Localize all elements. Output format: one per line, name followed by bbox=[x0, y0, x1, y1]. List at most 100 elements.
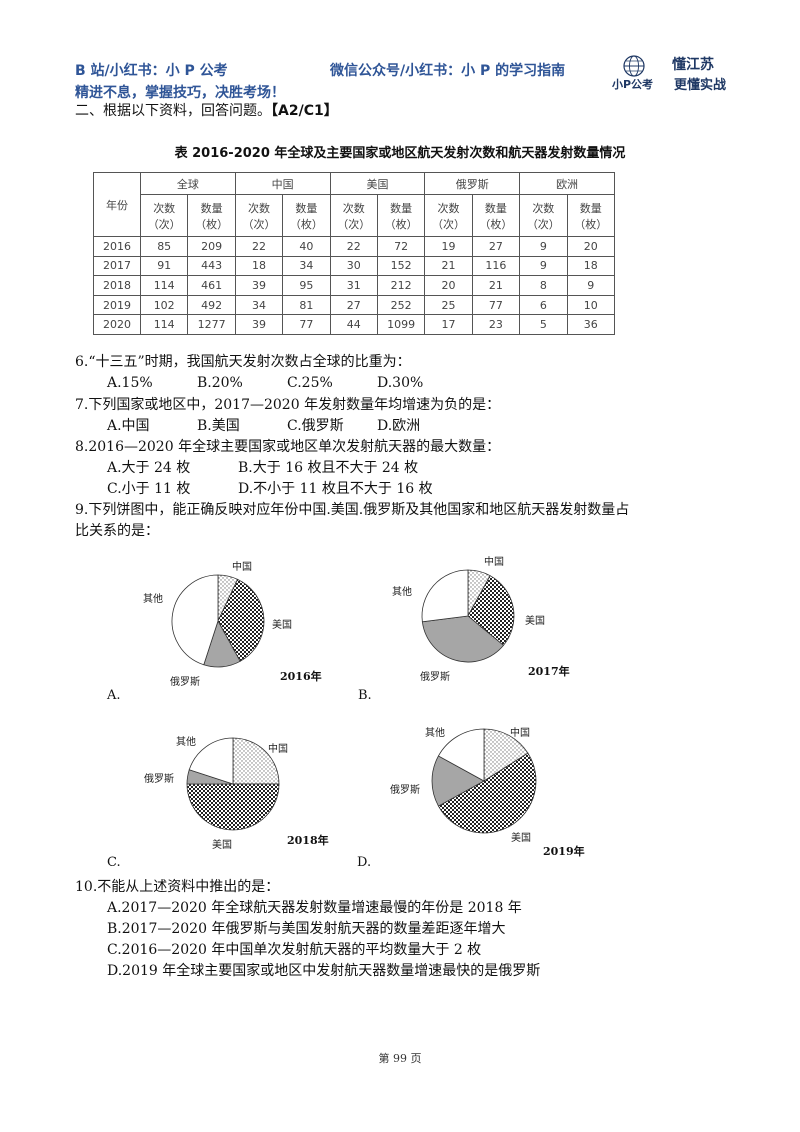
pie-slice-other bbox=[437, 728, 485, 782]
sub-header: 数量 （枚） bbox=[471, 194, 521, 237]
sub-header-unit: （次） bbox=[242, 217, 276, 231]
launch-table: 年份 全球 中国 美国 俄罗斯 欧洲 次数 （次） 数量 （枚） 次数 （次） 数量 （枚） 次数 （次） 数量… bbox=[93, 172, 616, 335]
page-number: 第 99 页 bbox=[378, 1052, 422, 1065]
table-cell: 1099 bbox=[376, 314, 426, 335]
table-cell: 30 bbox=[329, 255, 378, 277]
question-9-line2: 比关系的是： bbox=[75, 523, 159, 539]
q8-option-b[interactable]: B.大于 16 枚且不大于 24 枚 bbox=[238, 460, 419, 476]
q7-option-b[interactable]: B.美国 bbox=[197, 418, 240, 434]
q10-option-a[interactable]: A.2017—2020 年全球航天器发射数量增速最慢的年份是 2018 年 bbox=[107, 900, 522, 916]
question-7-options: A.中国 B.美国 C.俄罗斯 D.欧洲 bbox=[107, 416, 467, 436]
question-6: 6.“十三五”时期，我国航天发射次数占全球的比重为： bbox=[75, 354, 411, 370]
table-cell: 72 bbox=[376, 236, 426, 257]
question-6-options: A.15% B.20% C.25% D.30% bbox=[107, 373, 467, 393]
pie-d-letter[interactable]: D. bbox=[357, 855, 372, 870]
q10-option-b[interactable]: B.2017—2020 年俄罗斯与美国发射航天器的数量差距逐年增大 bbox=[107, 921, 506, 937]
pie-slice-us bbox=[467, 575, 515, 646]
q10-option-c[interactable]: C.2016—2020 年中国单次发射航天器的平均数量大于 2 枚 bbox=[107, 942, 482, 958]
table-cell: 39 bbox=[234, 314, 284, 335]
pie-slice-russia bbox=[431, 755, 485, 807]
pie-c-label-russia: 俄罗斯 bbox=[144, 774, 174, 785]
q7-option-c[interactable]: C.俄罗斯 bbox=[287, 418, 344, 434]
table-title: 表 2016-2020 年全球及主要国家或地区航天发射次数和航天器发射数量情况 bbox=[174, 146, 626, 161]
year-cell: 2016 bbox=[93, 236, 141, 257]
pie-chart-d bbox=[431, 728, 537, 834]
sub-header-unit: （次） bbox=[526, 217, 560, 231]
pie-b-letter[interactable]: B. bbox=[358, 688, 372, 703]
sub-header-label: 数量 bbox=[295, 201, 318, 215]
table-cell: 8 bbox=[519, 275, 568, 296]
table-row: 2018 114 461 39 95 31 212 20 21 8 9 bbox=[93, 275, 616, 296]
table-cell: 492 bbox=[187, 294, 236, 316]
pie-b-label-other: 其他 bbox=[392, 587, 412, 598]
year-cell: 2020 bbox=[93, 314, 141, 335]
table-cell: 20 bbox=[566, 236, 616, 257]
table-cell: 34 bbox=[234, 294, 284, 316]
sub-header-unit: （枚） bbox=[195, 217, 229, 231]
section-tag: 【A2/C1】 bbox=[271, 103, 338, 119]
region-header: 中国 bbox=[234, 172, 331, 195]
table-cell: 461 bbox=[187, 275, 236, 296]
pie-chart-a bbox=[171, 574, 265, 668]
table-cell: 10 bbox=[566, 294, 616, 316]
pie-slice-us bbox=[217, 578, 265, 662]
table-cell: 91 bbox=[139, 255, 189, 277]
pie-a-letter[interactable]: A. bbox=[107, 688, 121, 703]
q8-option-c[interactable]: C.小于 11 枚 bbox=[107, 481, 191, 497]
table-cell: 17 bbox=[424, 314, 473, 335]
year-cell: 2019 bbox=[93, 294, 141, 316]
sub-header-unit: （次） bbox=[337, 217, 371, 231]
sub-header: 次数 （次） bbox=[234, 194, 284, 237]
table-cell: 252 bbox=[376, 294, 426, 316]
pie-c-label-us: 美国 bbox=[212, 840, 232, 851]
question-7: 7.下列国家或地区中，2017—2020 年发射数量年均增速为负的是： bbox=[75, 397, 501, 413]
header-slogan: 精进不息，掌握技巧，决胜考场！ bbox=[75, 85, 285, 101]
table-cell: 36 bbox=[566, 314, 616, 335]
table-cell: 18 bbox=[234, 255, 284, 277]
table-row: 2019 102 492 34 81 27 252 25 77 6 10 bbox=[93, 294, 616, 316]
sub-header-unit: （次） bbox=[432, 217, 466, 231]
pie-a-label-other: 其他 bbox=[143, 594, 163, 605]
pie-slice-russia bbox=[421, 615, 505, 663]
q6-option-a[interactable]: A.15% bbox=[107, 375, 153, 391]
pie-c-label-other: 其他 bbox=[176, 737, 196, 748]
table-cell: 18 bbox=[566, 255, 616, 277]
table-row: 2017 91 443 18 34 30 152 21 116 9 18 bbox=[93, 255, 616, 277]
year-cell: 2018 bbox=[93, 275, 141, 296]
q8-option-d[interactable]: D.不小于 11 枚且不大于 16 枚 bbox=[238, 481, 433, 497]
pie-d-label-us: 美国 bbox=[511, 833, 531, 844]
sub-header-label: 次数 bbox=[342, 201, 365, 215]
table-cell: 22 bbox=[329, 236, 378, 257]
q6-option-d[interactable]: D.30% bbox=[377, 375, 424, 391]
table-cell: 152 bbox=[376, 255, 426, 277]
q10-option-d[interactable]: D.2019 年全球主要国家或地区中发射航天器数量增速最快的是俄罗斯 bbox=[107, 963, 541, 979]
sub-header: 次数 （次） bbox=[329, 194, 378, 237]
region-header: 欧洲 bbox=[519, 172, 615, 195]
region-header: 美国 bbox=[329, 172, 426, 195]
sub-header-label: 数量 bbox=[390, 201, 413, 215]
q7-option-a[interactable]: A.中国 bbox=[107, 418, 150, 434]
sub-header: 次数 （次） bbox=[424, 194, 473, 237]
q8-option-a[interactable]: A.大于 24 枚 bbox=[107, 460, 191, 476]
sub-header-label: 次数 bbox=[437, 201, 460, 215]
pie-c-letter[interactable]: C. bbox=[107, 855, 121, 870]
pie-d-label-russia: 俄罗斯 bbox=[390, 785, 420, 796]
header-middle: 微信公众号/小红书：小 P 的学习指南 bbox=[330, 63, 566, 79]
table-cell: 39 bbox=[234, 275, 284, 296]
table-cell: 21 bbox=[424, 255, 473, 277]
globe-icon bbox=[623, 55, 645, 77]
pie-chart-b bbox=[421, 569, 515, 663]
table-cell: 20 bbox=[424, 275, 473, 296]
pie-slice-other bbox=[421, 569, 469, 623]
q6-option-c[interactable]: C.25% bbox=[287, 375, 333, 391]
pie-slice-other bbox=[188, 737, 234, 785]
q7-option-d[interactable]: D.欧洲 bbox=[377, 418, 421, 434]
table-cell: 95 bbox=[282, 275, 331, 296]
pie-a-label-russia: 俄罗斯 bbox=[170, 677, 200, 688]
sub-header: 数量 （枚） bbox=[187, 194, 236, 237]
table-cell: 27 bbox=[329, 294, 378, 316]
table-cell: 9 bbox=[566, 275, 616, 296]
table-cell: 77 bbox=[282, 314, 331, 335]
q6-option-b[interactable]: B.20% bbox=[197, 375, 243, 391]
table-row: 2016 85 209 22 40 22 72 19 27 9 20 bbox=[93, 236, 616, 257]
